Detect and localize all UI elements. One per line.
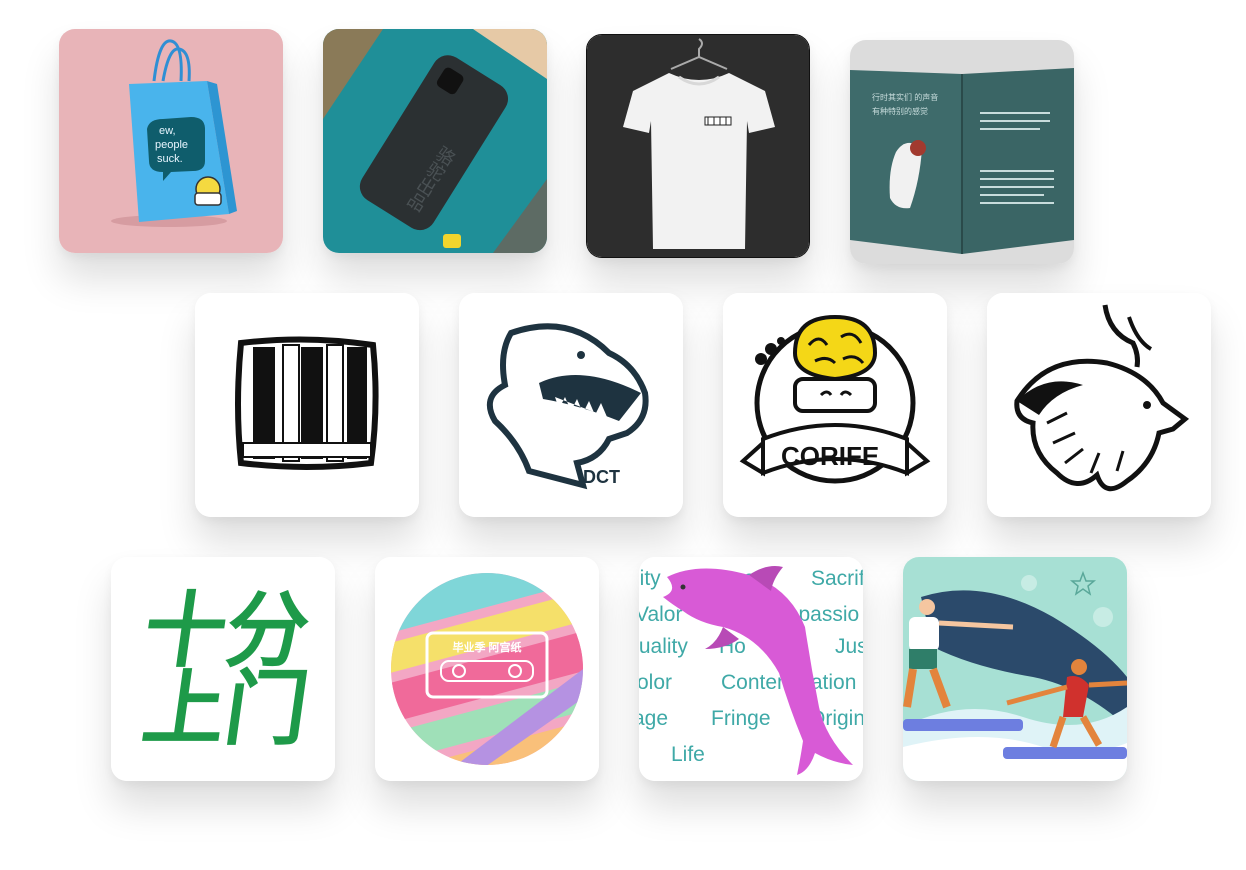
word: Valor — [639, 603, 682, 626]
tile-cassette-art[interactable]: 毕业季 阿宫纸 — [375, 557, 599, 781]
corife-logo-image: CORIFE — [723, 293, 947, 517]
cassette-label: 毕业季 阿宫纸 — [452, 640, 521, 654]
tile-dino-logo[interactable]: DCT — [459, 293, 683, 517]
book-image: 行时其实们 的声音 有种特别的感觉 — [850, 40, 1074, 264]
tile-surf-illustration[interactable] — [903, 557, 1127, 781]
t-shirt-image — [587, 35, 809, 257]
shifen-logo-image: 十分 上门 — [111, 557, 335, 781]
tile-shifen-logo[interactable]: 十分 上门 — [111, 557, 335, 781]
phone-case-image: 骆驼出品 — [323, 29, 547, 253]
corife-logo-text: CORIFE — [781, 441, 879, 471]
bag-text-1: ew, — [159, 125, 176, 137]
prison-bars-logo-image — [195, 293, 419, 517]
book-text-2: 有种特别的感觉 — [872, 106, 928, 116]
dolphin-words-image: lity Honor Sacrif Valor mpassio tuality … — [639, 557, 863, 781]
shifen-line-1: 十分 — [138, 584, 315, 679]
bag-text-2: people — [155, 139, 188, 151]
cassette-art-image: 毕业季 阿宫纸 — [375, 557, 599, 781]
tile-paper-bag[interactable]: ew, people suck. — [59, 29, 283, 253]
tile-book[interactable]: 行时其实们 的声音 有种特别的感觉 — [850, 40, 1074, 264]
tile-lion-logo[interactable] — [987, 293, 1211, 517]
tile-dolphin-words[interactable]: lity Honor Sacrif Valor mpassio tuality … — [639, 557, 863, 781]
word: olor — [639, 671, 672, 694]
tile-prison-bars-logo[interactable] — [195, 293, 419, 517]
dino-logo-text: DCT — [583, 467, 620, 487]
tile-t-shirt[interactable] — [586, 34, 810, 258]
word: lity — [639, 567, 661, 590]
word: Jus — [835, 635, 863, 658]
surf-illustration-image — [903, 557, 1127, 781]
paper-bag-image: ew, people suck. — [59, 29, 283, 253]
tile-phone-case[interactable]: 骆驼出品 — [323, 29, 547, 253]
bag-text-3: suck. — [157, 153, 183, 165]
word: Sacrif — [811, 567, 863, 590]
word: age — [639, 707, 668, 730]
lion-logo-image — [987, 293, 1211, 517]
dino-logo-image: DCT — [459, 293, 683, 517]
word: Life — [671, 743, 705, 766]
book-text-1: 行时其实们 的声音 — [872, 92, 938, 102]
word: tuality — [639, 635, 688, 658]
tile-corife-logo[interactable]: CORIFE — [723, 293, 947, 517]
shifen-line-2: 上门 — [137, 662, 314, 757]
word: Fringe — [711, 707, 771, 730]
